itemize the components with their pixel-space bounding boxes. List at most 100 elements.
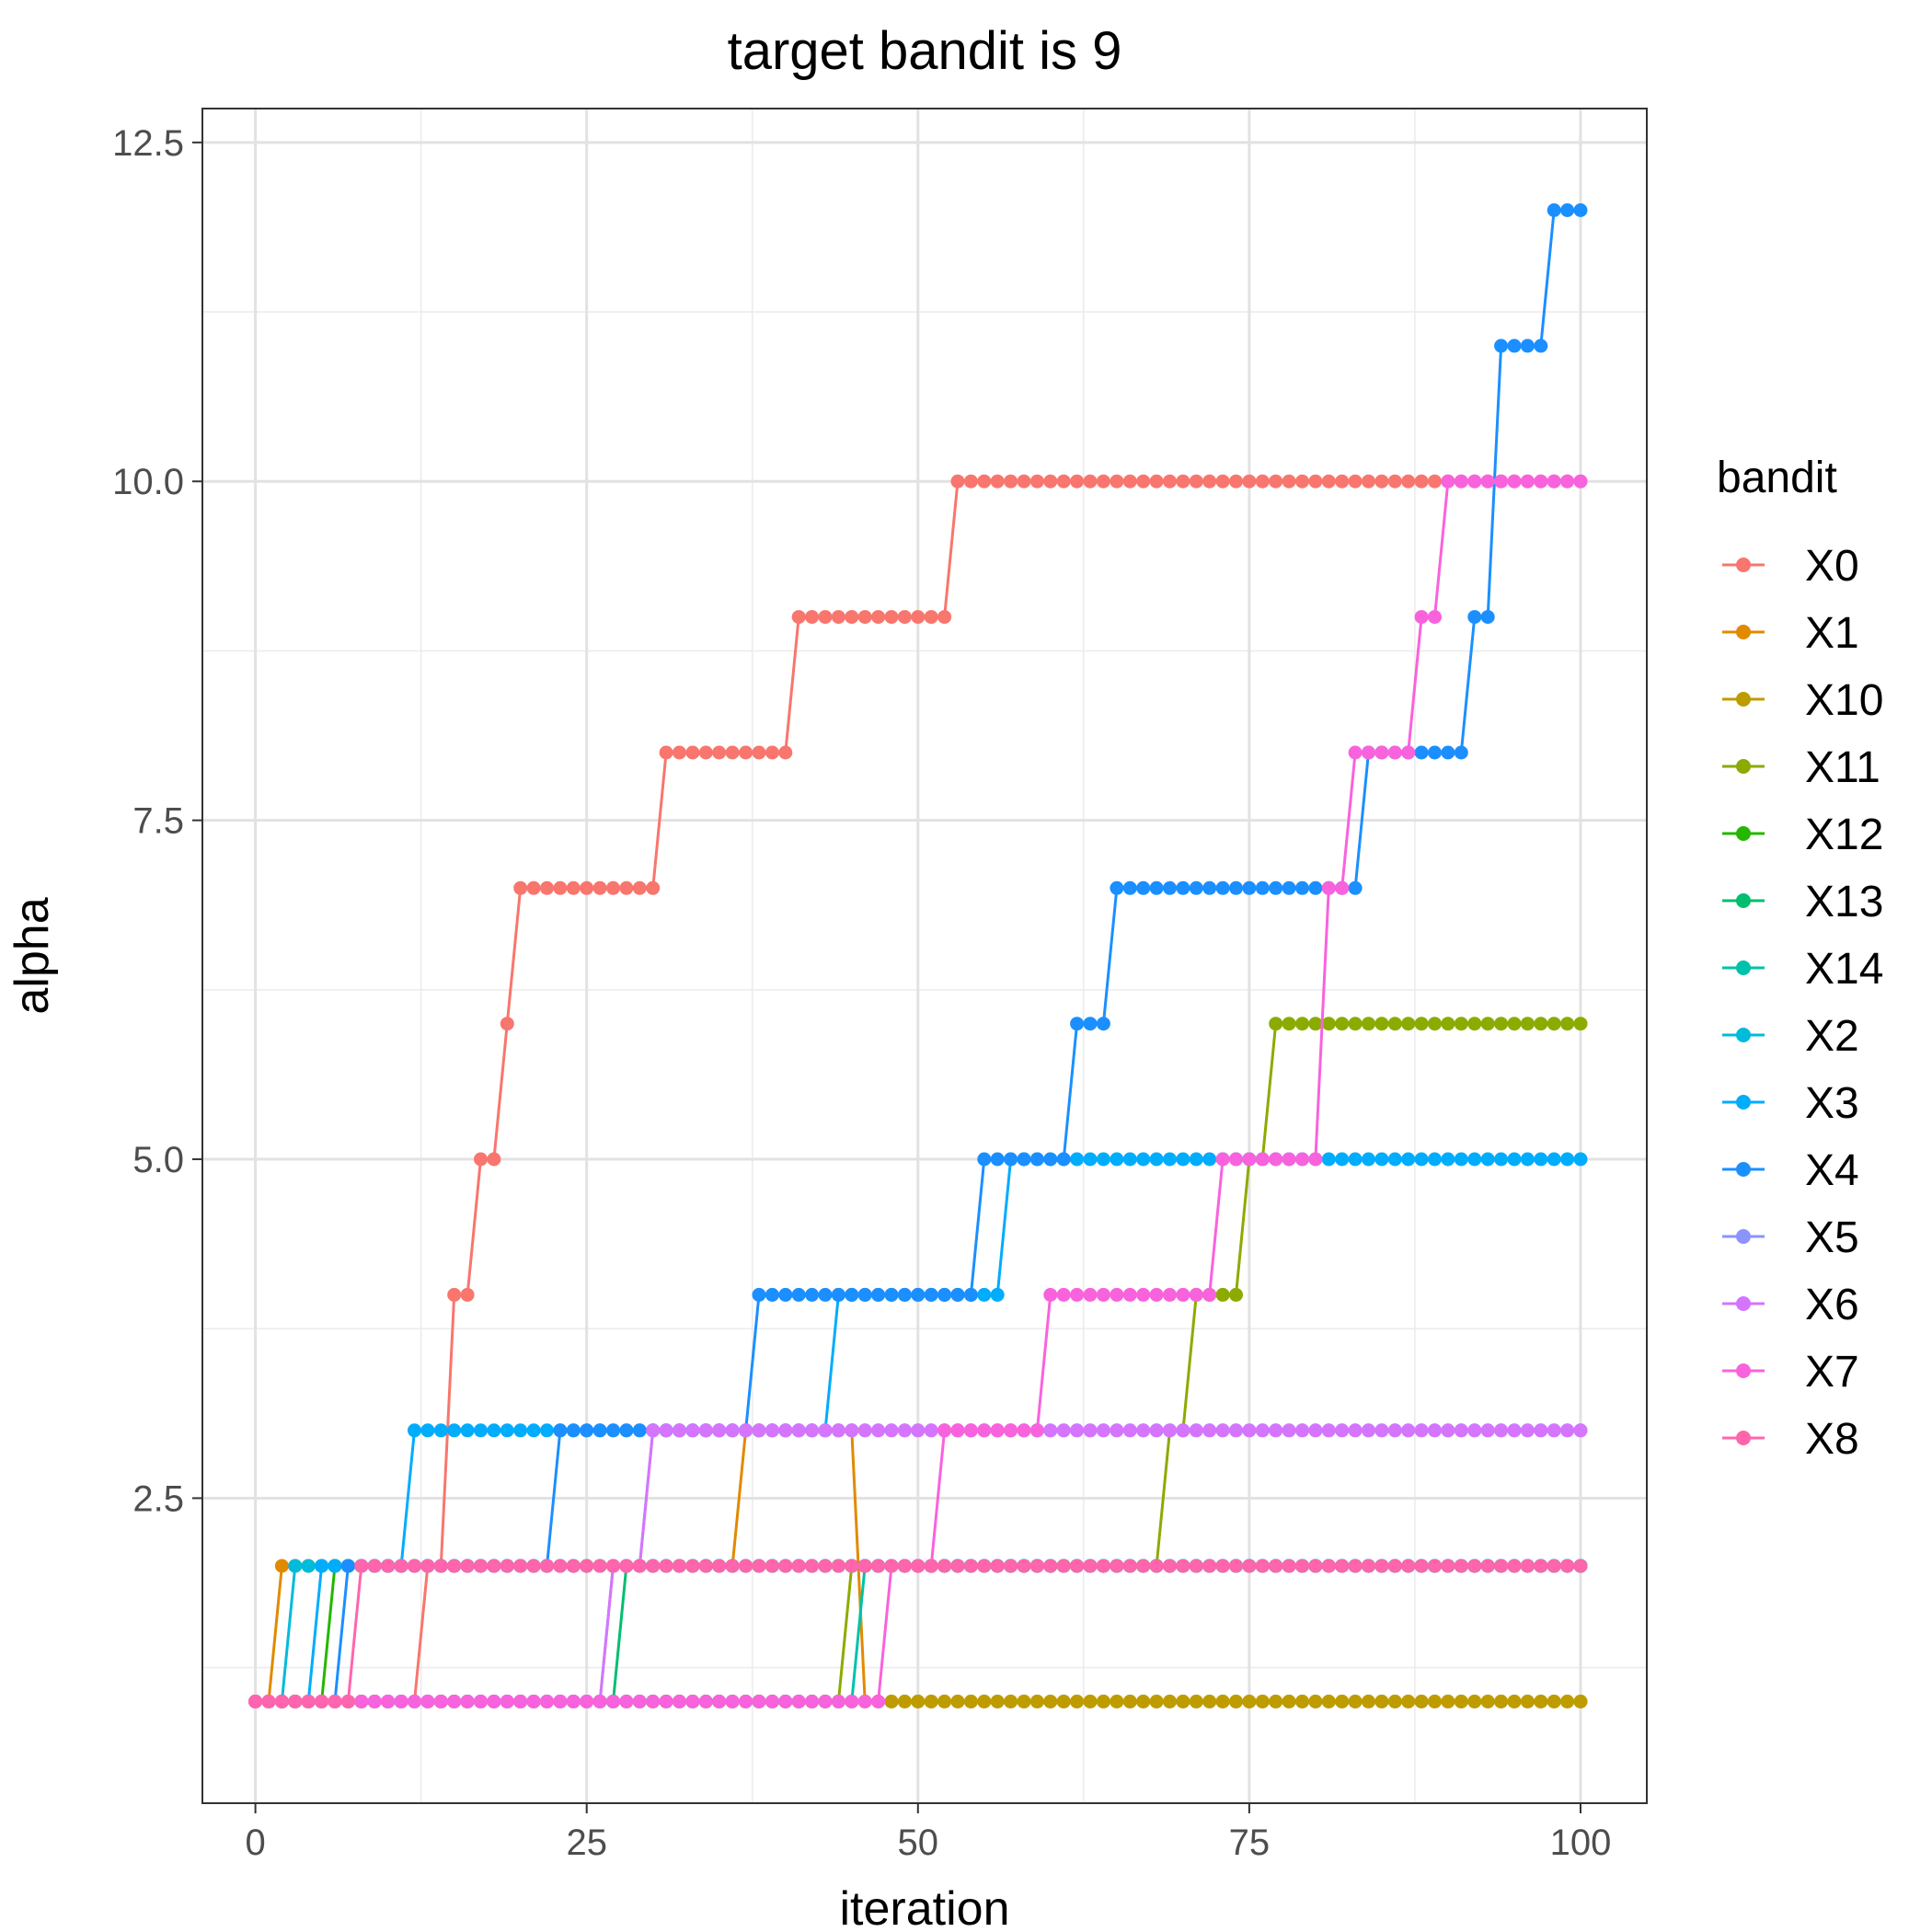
data-point-X0 [1255, 474, 1270, 489]
data-point-X7 [606, 1695, 620, 1708]
data-point-X3 [328, 1558, 342, 1573]
data-point-X10 [1520, 1695, 1535, 1708]
data-point-X0 [725, 745, 740, 760]
data-point-X7 [1428, 610, 1442, 625]
data-point-X10 [1017, 1695, 1031, 1708]
data-point-X8 [1029, 1558, 1044, 1573]
data-point-X0 [1215, 474, 1230, 489]
data-point-X3 [1149, 1152, 1164, 1167]
data-point-X4 [606, 1423, 620, 1438]
legend-item-X14: X14 [1722, 945, 1883, 994]
data-point-X7 [1560, 474, 1575, 489]
data-point-X7 [1348, 745, 1363, 760]
legend-key-point [1736, 1229, 1751, 1244]
data-point-X4 [1004, 1152, 1018, 1167]
data-point-X3 [1494, 1152, 1509, 1167]
axes: 0 25 50 75 100 2.5 5.0 7.5 10.0 12.5 [112, 123, 1611, 1863]
data-point-X8 [1348, 1558, 1363, 1573]
data-point-X7 [765, 1695, 779, 1708]
data-point-X8 [553, 1558, 568, 1573]
legend-item-X6: X6 [1722, 1281, 1859, 1329]
legend-label: X10 [1805, 676, 1883, 725]
data-point-X7 [1480, 474, 1495, 489]
data-point-X11 [1362, 1017, 1375, 1031]
data-point-X8 [1573, 1558, 1588, 1573]
data-point-X10 [924, 1695, 938, 1708]
legend-label: X14 [1805, 945, 1883, 994]
data-point-X4 [857, 1287, 872, 1302]
data-point-X8 [381, 1558, 396, 1573]
data-point-X8 [725, 1558, 740, 1573]
data-point-X8 [1507, 1558, 1522, 1573]
data-point-X0 [1110, 474, 1124, 489]
data-point-X0 [540, 880, 554, 895]
y-tick-label: 7.5 [132, 801, 184, 842]
data-point-X7 [739, 1695, 753, 1708]
data-point-X6 [685, 1423, 700, 1438]
data-point-X3 [1547, 1152, 1561, 1167]
data-point-X11 [1348, 1017, 1363, 1031]
data-point-X11 [1321, 1017, 1336, 1031]
legend-item-X3: X3 [1722, 1079, 1859, 1128]
data-point-X4 [632, 1423, 647, 1438]
data-point-X8 [765, 1558, 779, 1573]
data-point-X3 [433, 1423, 448, 1438]
data-point-X4 [566, 1423, 581, 1438]
data-point-X7 [1335, 880, 1350, 895]
data-point-X0 [619, 880, 634, 895]
data-point-X10 [1136, 1695, 1151, 1708]
data-point-X7 [1494, 474, 1509, 489]
data-point-X7 [752, 1695, 766, 1708]
data-point-X10 [977, 1695, 992, 1708]
data-point-X6 [845, 1423, 859, 1438]
data-point-X6 [818, 1423, 833, 1438]
data-point-X8 [950, 1558, 965, 1573]
data-point-X8 [408, 1558, 421, 1573]
data-point-X10 [1229, 1695, 1243, 1708]
data-point-X7 [990, 1423, 1005, 1438]
data-point-X0 [1428, 474, 1442, 489]
data-point-X4 [950, 1287, 965, 1302]
data-point-X6 [1110, 1423, 1124, 1438]
plot-panel-border [201, 108, 1648, 1804]
data-point-X8 [1043, 1558, 1058, 1573]
data-point-X0 [1149, 474, 1164, 489]
data-point-X8 [1374, 1558, 1389, 1573]
legend-item-X8: X8 [1722, 1415, 1859, 1464]
data-point-X6 [1282, 1423, 1296, 1438]
data-point-X3 [990, 1287, 1005, 1302]
data-point-X7 [367, 1695, 382, 1708]
data-point-X8 [566, 1558, 581, 1573]
data-point-X7 [1308, 1152, 1323, 1167]
data-point-X8 [857, 1558, 872, 1573]
legend-item-X4: X4 [1722, 1146, 1859, 1195]
data-point-X4 [1428, 745, 1442, 760]
data-point-X3 [1362, 1152, 1375, 1167]
data-point-X8 [1414, 1558, 1429, 1573]
data-point-X7 [447, 1695, 462, 1708]
data-point-X8 [791, 1558, 806, 1573]
data-point-X6 [1534, 1423, 1548, 1438]
data-point-X8 [1401, 1558, 1416, 1573]
data-point-X3 [408, 1423, 421, 1438]
data-point-X7 [474, 1695, 488, 1708]
data-point-X7 [950, 1423, 965, 1438]
data-point-X6 [1387, 1423, 1402, 1438]
data-point-X11 [1269, 1017, 1283, 1031]
data-point-X8 [301, 1695, 316, 1708]
data-point-X0 [1348, 474, 1363, 489]
data-point-X8 [884, 1558, 899, 1573]
data-point-X0 [606, 880, 620, 895]
data-point-X4 [1507, 339, 1522, 353]
data-point-X3 [1507, 1152, 1522, 1167]
data-point-X10 [1215, 1695, 1230, 1708]
data-point-X10 [1401, 1695, 1416, 1708]
data-point-X3 [977, 1287, 992, 1302]
data-point-X11 [1494, 1017, 1509, 1031]
data-point-X8 [818, 1558, 833, 1573]
data-point-X4 [1480, 610, 1495, 625]
data-point-X3 [1202, 1152, 1217, 1167]
data-point-X4 [553, 1423, 568, 1438]
data-point-X8 [659, 1558, 673, 1573]
data-point-X3 [1163, 1152, 1177, 1167]
